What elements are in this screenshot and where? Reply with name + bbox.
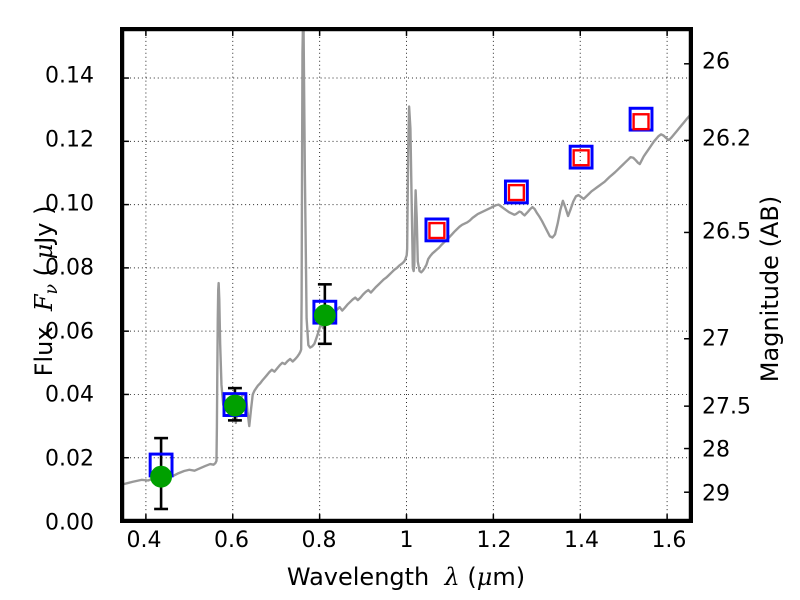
y-axis-left-tick-label: 0.06 bbox=[45, 319, 94, 345]
y-axis-right-tick-label: 27 bbox=[702, 326, 730, 352]
y-axis-left-tick-label: 0.08 bbox=[45, 255, 94, 281]
y-axis-right-tick-label: 26.2 bbox=[702, 126, 751, 152]
marker-circle-green bbox=[150, 465, 173, 488]
y-axis-right-tick-label: 26.5 bbox=[702, 219, 751, 245]
marker-circle-green bbox=[313, 304, 336, 327]
plot-area bbox=[120, 27, 693, 523]
x-axis-tick-label: 0.6 bbox=[214, 528, 250, 553]
y-axis-left-tick-label: 0.14 bbox=[45, 63, 94, 89]
marker-square-red bbox=[507, 183, 526, 202]
y-axis-left-tick-label: 0.04 bbox=[45, 382, 94, 408]
x-axis-tick-label: 0.8 bbox=[301, 528, 337, 553]
blue-square-markers bbox=[148, 106, 654, 478]
y-axis-left-tick-label: 0.00 bbox=[45, 510, 94, 536]
marker-square-blue bbox=[568, 144, 594, 170]
y-axis-right-tick-label: 27.5 bbox=[702, 394, 751, 420]
x-axis-tick-label: 0.4 bbox=[126, 528, 162, 553]
marker-circle-green bbox=[224, 394, 246, 417]
plot-canvas bbox=[122, 29, 691, 521]
y-axis-left-tick-label: 0.02 bbox=[45, 446, 94, 472]
x-axis-title: Wavelength λ (μm) bbox=[286, 563, 526, 591]
red-square-markers bbox=[428, 113, 650, 240]
marker-square-red bbox=[632, 113, 650, 131]
y-axis-right-tick-label: 26 bbox=[702, 49, 730, 75]
y-axis-right-tick-label: 28 bbox=[702, 437, 730, 463]
x-axis-tick-label: 1 bbox=[399, 528, 414, 553]
marker-square-blue bbox=[424, 217, 450, 243]
y-axis-left-tick-label: 0.10 bbox=[45, 191, 94, 217]
y-axis-right-title: Magnitude (AB) bbox=[756, 195, 784, 383]
x-axis-tick-label: 1.6 bbox=[651, 528, 687, 553]
grid-lines bbox=[122, 29, 691, 521]
y-axis-left-tick-label: 0.12 bbox=[45, 127, 94, 153]
green-circle-markers bbox=[150, 304, 336, 488]
x-axis-tick-label: 1.4 bbox=[563, 528, 599, 553]
marker-square-blue bbox=[503, 179, 529, 205]
y-axis-right-tick-label: 29 bbox=[702, 481, 730, 507]
marker-square-red bbox=[428, 221, 446, 240]
marker-square-red bbox=[572, 149, 590, 167]
x-axis-tick-label: 1.2 bbox=[476, 528, 512, 553]
plot-frame bbox=[122, 29, 691, 521]
